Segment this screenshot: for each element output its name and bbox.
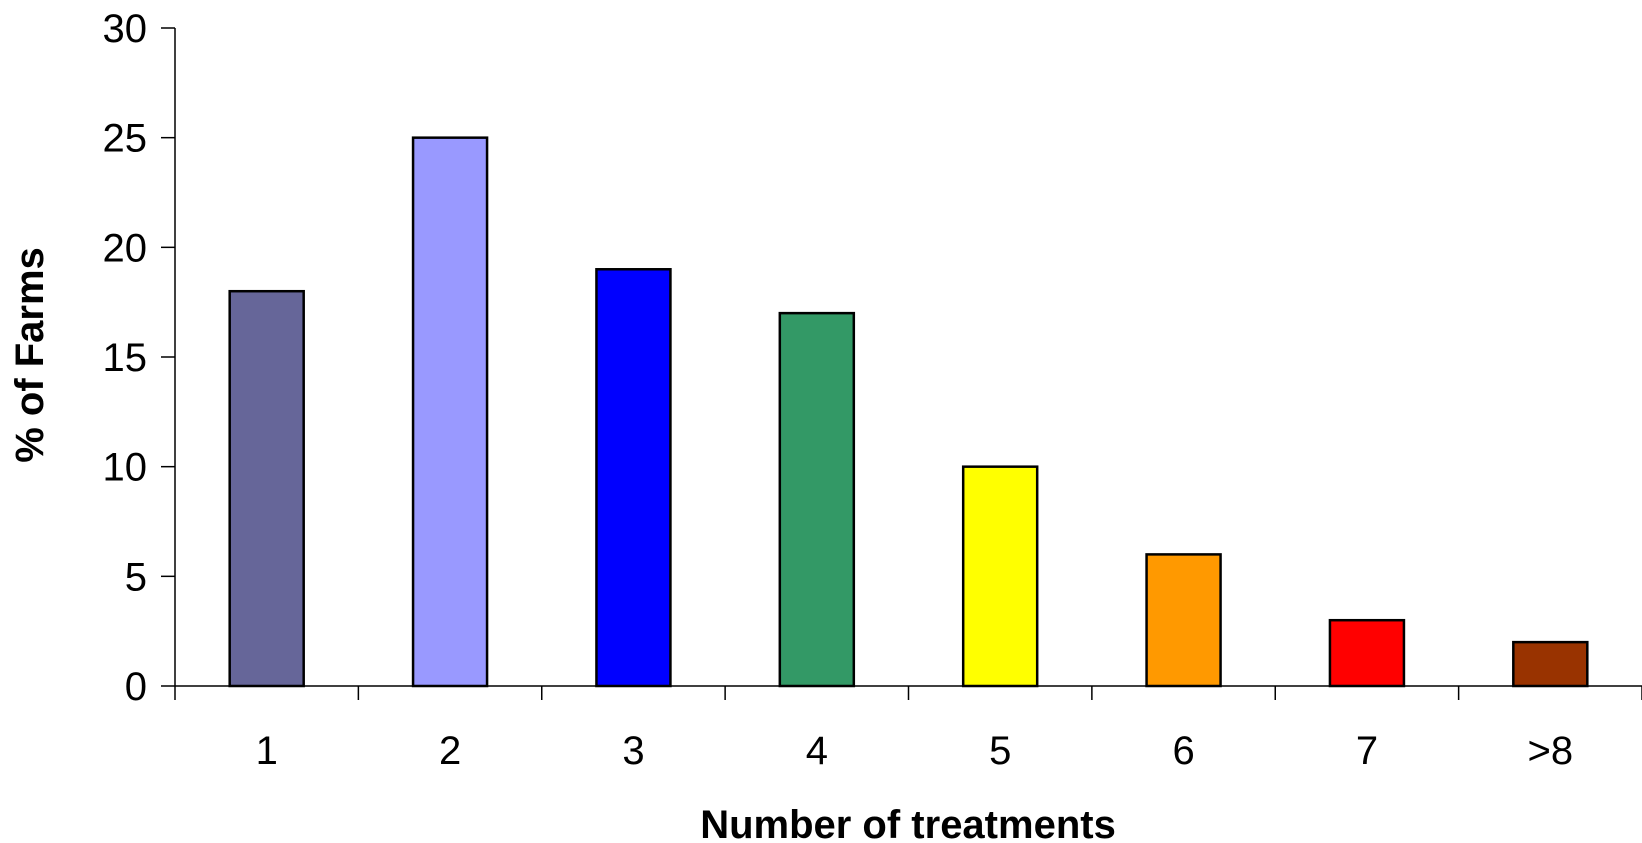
y-axis-tick-labels: 0 5 10 15 20 25 30: [103, 7, 148, 709]
bars: [228, 136, 1589, 688]
bar-8: [1512, 640, 1589, 688]
y-tick-label: 15: [103, 336, 148, 380]
y-tick-label: 0: [125, 665, 147, 709]
bar-6: [1145, 553, 1222, 688]
bar-5: [961, 465, 1039, 688]
bar-1: [228, 289, 305, 688]
y-tick-label: 25: [103, 117, 148, 161]
x-tick-label: 6: [1172, 729, 1194, 773]
x-axis-title: Number of treatments: [700, 803, 1116, 843]
x-tick-label: 5: [989, 729, 1011, 773]
x-tick-label: 7: [1356, 729, 1378, 773]
x-tick-label: >8: [1528, 729, 1574, 773]
x-axis-ticks: [174, 686, 1642, 700]
y-tick-label: 20: [103, 226, 148, 270]
x-tick-label: 4: [806, 729, 828, 773]
bar-2: [411, 136, 489, 688]
x-tick-label: 3: [622, 729, 644, 773]
y-tick-label: 5: [125, 555, 147, 599]
bar-4: [778, 311, 856, 688]
x-tick-label: 1: [256, 729, 278, 773]
x-axis-tick-labels: 1 2 3 4 5 6 7 >8: [256, 729, 1574, 773]
bar-3: [595, 268, 672, 688]
y-axis-ticks: [161, 27, 175, 687]
y-tick-label: 10: [103, 446, 148, 490]
y-tick-label: 30: [103, 7, 148, 51]
x-tick-label: 2: [439, 729, 461, 773]
y-axis-title: % of Farms: [8, 247, 52, 463]
bar-7: [1328, 618, 1406, 688]
